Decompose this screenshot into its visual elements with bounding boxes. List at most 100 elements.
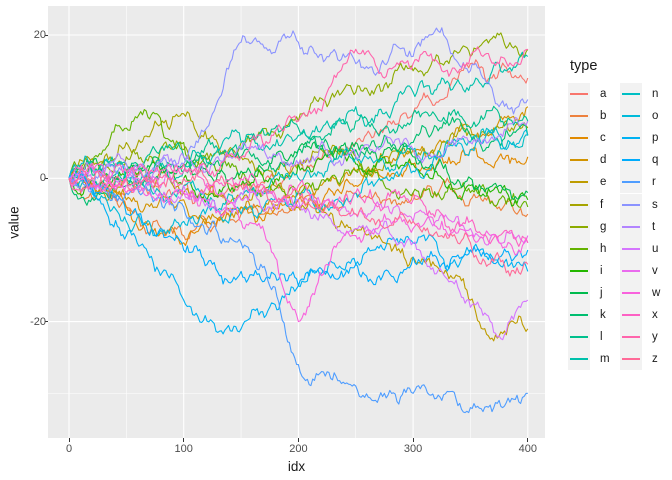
x-tick-label: 100: [174, 443, 193, 455]
legend-keyline-h: [570, 247, 588, 250]
x-tick-mark: [527, 438, 529, 442]
legend-label-t: t: [652, 220, 656, 233]
legend-key-i: [568, 259, 590, 282]
legend-label-k: k: [600, 309, 606, 321]
x-tick-mark: [297, 438, 299, 442]
legend-key-n: [620, 83, 642, 105]
legend-key-b: [568, 105, 590, 128]
legend-keyline-r: [622, 181, 640, 184]
legend-keyline-t: [622, 225, 640, 228]
legend-key-g: [568, 215, 590, 238]
legend-key-r: [620, 171, 642, 194]
plot-canvas: [48, 6, 545, 438]
legend-keyline-c: [570, 137, 588, 140]
legend-label-b: b: [600, 110, 607, 123]
legend-key-p: [620, 127, 642, 150]
legend-keyline-z: [622, 358, 640, 361]
legend-label-v: v: [652, 264, 658, 277]
legend-keyline-i: [570, 269, 588, 272]
legend-keyline-y: [622, 336, 640, 339]
legend-keyline-b: [570, 115, 588, 118]
y-tick-mark: [44, 34, 48, 36]
plot-panel: [48, 6, 545, 438]
legend-key-o: [620, 105, 642, 128]
legend-label-j: j: [600, 286, 603, 299]
legend-keyline-x: [622, 314, 640, 316]
legend-key-e: [568, 171, 590, 194]
legend-key-z: [620, 348, 642, 371]
series-line-y: [68, 46, 528, 193]
legend-key-m: [568, 348, 590, 371]
legend-label-w: w: [652, 286, 661, 299]
legend-key-v: [620, 259, 642, 282]
legend-keyline-n: [622, 93, 640, 95]
legend-key-l: [568, 326, 590, 349]
legend-label-g: g: [600, 220, 607, 233]
series-line-t: [68, 116, 529, 184]
legend-keyline-l: [570, 336, 588, 339]
legend-label-u: u: [652, 242, 659, 255]
legend-label-y: y: [652, 331, 658, 344]
legend-key-j: [568, 281, 590, 304]
legend-label-p: p: [652, 132, 659, 145]
legend-key-s: [620, 193, 642, 216]
y-tick-label: 20: [33, 29, 46, 41]
legend-label-n: n: [652, 88, 659, 100]
legend-label-x: x: [652, 309, 658, 321]
legend-keyline-f: [570, 203, 588, 206]
x-tick-mark: [183, 438, 185, 442]
legend-key-y: [620, 326, 642, 349]
legend-label-r: r: [652, 176, 656, 189]
legend-key-f: [568, 193, 590, 216]
legend-key-q: [620, 149, 642, 172]
x-tick-mark: [412, 438, 414, 442]
legend-label-s: s: [652, 198, 658, 211]
legend-title: type: [570, 58, 598, 74]
legend-keyline-g: [570, 225, 588, 228]
series-line-k: [68, 116, 529, 206]
x-tick-mark: [68, 438, 70, 442]
legend-label-d: d: [600, 154, 607, 167]
legend-label-q: q: [652, 154, 659, 167]
legend-label-z: z: [652, 353, 658, 366]
legend-key-c: [568, 127, 590, 150]
legend-label-e: e: [600, 176, 607, 189]
legend-label-a: a: [600, 88, 607, 100]
legend-keyline-e: [570, 181, 588, 184]
x-tick-label: 400: [518, 443, 537, 455]
legend-keyline-q: [622, 159, 640, 162]
series-line-l: [68, 105, 529, 183]
legend-keyline-s: [622, 203, 640, 206]
series-line-v: [68, 164, 529, 246]
legend-label-l: l: [600, 331, 603, 344]
legend-keyline-j: [570, 291, 588, 294]
legend-label-i: i: [600, 264, 603, 277]
series-line-s: [68, 27, 529, 193]
legend-keyline-p: [622, 137, 640, 140]
legend-key-u: [620, 237, 642, 260]
y-tick-label: -20: [30, 315, 46, 328]
legend-keyline-a: [570, 93, 588, 95]
legend-key-w: [620, 281, 642, 304]
legend-keyline-m: [570, 358, 588, 361]
x-tick-label: 300: [403, 443, 423, 455]
legend-label-f: f: [600, 198, 604, 211]
legend-key-a: [568, 83, 590, 105]
series-line-w: [68, 177, 529, 323]
x-tick-label: 200: [289, 443, 308, 455]
legend-key-d: [568, 149, 590, 172]
legend-key-k: [568, 304, 590, 326]
legend-keyline-d: [570, 159, 588, 162]
legend-label-m: m: [600, 353, 610, 366]
legend-keyline-o: [622, 115, 640, 118]
y-tick-mark: [44, 321, 48, 323]
series-line-u: [68, 169, 529, 341]
legend-keyline-u: [622, 247, 640, 250]
legend-keyline-v: [622, 269, 640, 272]
y-tick-mark: [44, 177, 48, 179]
x-axis-title: idx: [287, 459, 306, 474]
series-line-x: [68, 162, 529, 247]
legend-key-h: [568, 237, 590, 260]
legend-keyline-k: [570, 314, 588, 316]
